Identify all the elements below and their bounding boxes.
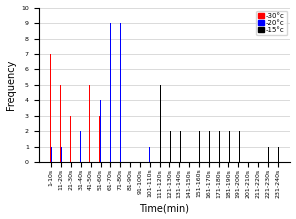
Bar [139, 147, 140, 162]
Bar [99, 116, 100, 162]
Y-axis label: Frequency: Frequency [6, 60, 16, 110]
Bar [50, 54, 51, 162]
Bar [61, 147, 62, 162]
Bar [219, 131, 220, 162]
Bar [180, 131, 181, 162]
Bar [268, 147, 269, 162]
Bar [209, 131, 210, 162]
Bar [160, 85, 161, 162]
Bar [258, 147, 259, 162]
Bar [229, 131, 230, 162]
Bar [249, 116, 250, 162]
Bar [60, 85, 61, 162]
Bar [278, 147, 279, 162]
Bar [100, 101, 101, 162]
Bar [170, 131, 171, 162]
X-axis label: Time(min): Time(min) [139, 203, 189, 214]
Bar [149, 147, 150, 162]
Bar [110, 23, 111, 162]
Bar [51, 147, 52, 162]
Bar [89, 85, 90, 162]
Legend: -30°c, -20°c, -15°c: -30°c, -20°c, -15°c [256, 11, 287, 35]
Bar [239, 131, 240, 162]
